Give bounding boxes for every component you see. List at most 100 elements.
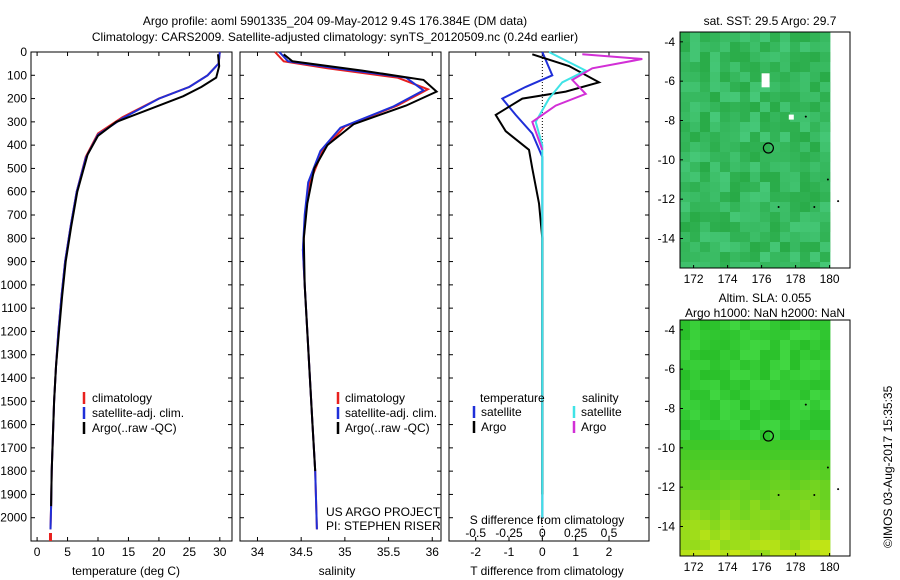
map-cell [800, 262, 810, 268]
map-cell [750, 92, 760, 102]
map-x-tick-label: 176 [752, 560, 772, 574]
map-cell [740, 400, 750, 410]
map-cell [720, 450, 730, 460]
x-tick-label: 15 [122, 545, 136, 559]
map-cell [760, 222, 770, 232]
map-cell [690, 152, 700, 162]
map-cell [700, 330, 710, 340]
map-cell [690, 182, 700, 192]
map-cell [730, 32, 740, 42]
map-cell [750, 450, 760, 460]
map-y-tick-label: -14 [658, 520, 676, 534]
map-cell [710, 202, 720, 212]
map-cell [770, 142, 780, 152]
map-cell [700, 470, 710, 480]
map-cell [710, 490, 720, 500]
map-cell [680, 102, 690, 112]
map-cell [800, 72, 810, 82]
map-y-tick-label: -6 [664, 74, 675, 88]
map-cell [720, 380, 730, 390]
map-cell [700, 242, 710, 252]
map-y-tick-label: -10 [658, 441, 676, 455]
map-cell [820, 52, 830, 62]
map-cell [760, 192, 770, 202]
map-cell [810, 52, 820, 62]
map-cell [780, 102, 790, 112]
map-cell [760, 172, 770, 182]
map-cell [700, 72, 710, 82]
map-cell [800, 320, 810, 330]
map-cell [780, 192, 790, 202]
map-cell [770, 350, 780, 360]
map-cell [690, 252, 700, 262]
map-cell [750, 540, 760, 550]
y-tick-label: 100 [7, 68, 27, 82]
map-cell [720, 32, 730, 42]
map-cell [750, 480, 760, 490]
map-cell [820, 122, 830, 132]
map-cell [790, 500, 800, 510]
map-cell [810, 390, 820, 400]
map-cell [820, 340, 830, 350]
map-cell [780, 162, 790, 172]
map-cell [730, 162, 740, 172]
temperature-legend: climatology satellite-adj. clim. Argo(..… [82, 391, 184, 435]
map-cell [790, 510, 800, 520]
map-frame [679, 319, 851, 557]
series-line-salinity-satellite [534, 51, 588, 518]
map-cell [730, 320, 740, 330]
map-cell [740, 142, 750, 152]
map-cell [690, 490, 700, 500]
map-cell [770, 360, 780, 370]
map-cell [740, 330, 750, 340]
map-cell [680, 82, 690, 92]
map-cell [740, 450, 750, 460]
y-tick-label: 1600 [0, 418, 27, 432]
map-cell [730, 112, 740, 122]
legend-satellite-label: satellite-adj. clim. [345, 406, 437, 420]
map-cell [720, 142, 730, 152]
map-cell [680, 162, 690, 172]
y-tick-label: 200 [7, 92, 27, 106]
map-cell [700, 82, 710, 92]
map-cell [690, 262, 700, 268]
map-cell [690, 162, 700, 172]
map-cell [750, 390, 760, 400]
map-cell [740, 242, 750, 252]
map-x-tick-label: 178 [786, 560, 806, 574]
map-cell [750, 410, 760, 420]
map-cell [770, 490, 780, 500]
map-cell [770, 132, 780, 142]
map-cell [810, 42, 820, 52]
map-cell [740, 52, 750, 62]
map-cell [750, 42, 760, 52]
map-cell [800, 212, 810, 222]
map-cell [730, 500, 740, 510]
map-cell [720, 162, 730, 172]
map-cell [760, 470, 770, 480]
map-cell [690, 400, 700, 410]
map-cell [810, 550, 820, 556]
map-cell [700, 510, 710, 520]
map-cell [760, 162, 770, 172]
map-cell [730, 430, 740, 440]
map-cell [780, 490, 790, 500]
map-cell [760, 550, 770, 556]
map-cell [780, 212, 790, 222]
map-cell [740, 172, 750, 182]
map-cell [750, 212, 760, 222]
map-cell [720, 540, 730, 550]
map-cell [730, 370, 740, 380]
map-cell [760, 122, 770, 132]
difference-legend: temperature satellite Argo salinity sate… [472, 391, 622, 434]
map-cell [820, 430, 830, 440]
map-cell [810, 252, 820, 262]
map-cell [770, 410, 780, 420]
map-cell [680, 132, 690, 142]
map-cell [820, 510, 830, 520]
map-cell [690, 82, 700, 92]
map-cell [730, 202, 740, 212]
map-cell [750, 350, 760, 360]
map-cell [730, 390, 740, 400]
